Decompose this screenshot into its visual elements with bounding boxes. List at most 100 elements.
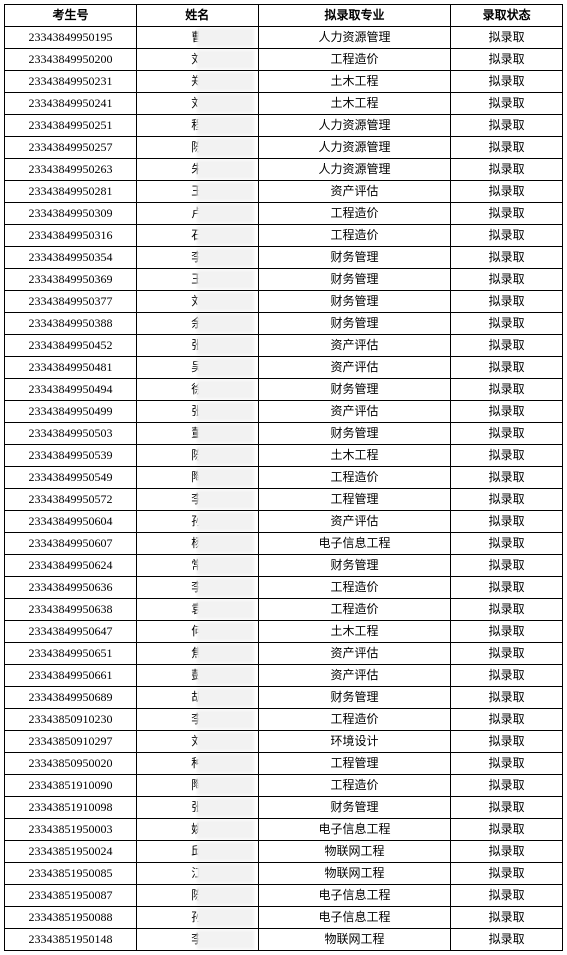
cell-status: 拟录取 <box>451 357 563 379</box>
cell-status: 拟录取 <box>451 489 563 511</box>
table-row: 23343849950572李工程管理拟录取 <box>5 489 563 511</box>
cell-id: 23343849950354 <box>5 247 137 269</box>
name-mask <box>197 600 253 619</box>
cell-name: 常 <box>136 555 258 577</box>
table-row: 23343849950638袁工程造价拟录取 <box>5 599 563 621</box>
cell-status: 拟录取 <box>451 533 563 555</box>
cell-major: 财务管理 <box>258 687 451 709</box>
name-mask <box>197 50 253 69</box>
cell-status: 拟录取 <box>451 269 563 291</box>
cell-id: 23343849950241 <box>5 93 137 115</box>
table-row: 23343849950651焦资产评估拟录取 <box>5 643 563 665</box>
cell-id: 23343849950503 <box>5 423 137 445</box>
cell-id: 23343849950316 <box>5 225 137 247</box>
cell-name: 陶 <box>136 775 258 797</box>
cell-name: 陶 <box>136 467 258 489</box>
cell-status: 拟录取 <box>451 423 563 445</box>
cell-id: 23343851910090 <box>5 775 137 797</box>
table-row: 23343850910230李工程造价拟录取 <box>5 709 563 731</box>
name-mask <box>197 622 253 641</box>
cell-major: 环境设计 <box>258 731 451 753</box>
cell-id: 23343851950024 <box>5 841 137 863</box>
cell-status: 拟录取 <box>451 687 563 709</box>
cell-name: 李 <box>136 489 258 511</box>
cell-status: 拟录取 <box>451 841 563 863</box>
cell-status: 拟录取 <box>451 203 563 225</box>
cell-name: 王 <box>136 269 258 291</box>
cell-status: 拟录取 <box>451 599 563 621</box>
cell-id: 23343849950494 <box>5 379 137 401</box>
cell-id: 23343849950638 <box>5 599 137 621</box>
cell-id: 23343849950257 <box>5 137 137 159</box>
name-mask <box>197 424 253 443</box>
cell-name: 张 <box>136 401 258 423</box>
table-row: 23343849950241刘土木工程拟录取 <box>5 93 563 115</box>
cell-status: 拟录取 <box>451 115 563 137</box>
col-header-status: 录取状态 <box>451 5 563 27</box>
cell-status: 拟录取 <box>451 797 563 819</box>
cell-major: 资产评估 <box>258 357 451 379</box>
cell-major: 财务管理 <box>258 797 451 819</box>
table-row: 23343849950607杨电子信息工程拟录取 <box>5 533 563 555</box>
cell-name: 李 <box>136 577 258 599</box>
table-row: 23343849950354李财务管理拟录取 <box>5 247 563 269</box>
cell-id: 23343849950661 <box>5 665 137 687</box>
cell-id: 23343850950020 <box>5 753 137 775</box>
name-mask <box>197 292 253 311</box>
cell-major: 电子信息工程 <box>258 533 451 555</box>
table-row: 23343849950231郑土木工程拟录取 <box>5 71 563 93</box>
cell-name: 李 <box>136 929 258 951</box>
cell-major: 物联网工程 <box>258 863 451 885</box>
cell-id: 23343849950647 <box>5 621 137 643</box>
table-row: 23343851950003姚电子信息工程拟录取 <box>5 819 563 841</box>
table-row: 23343851950087陈电子信息工程拟录取 <box>5 885 563 907</box>
cell-major: 电子信息工程 <box>258 885 451 907</box>
cell-major: 工程管理 <box>258 753 451 775</box>
cell-name: 袁 <box>136 599 258 621</box>
table-row: 23343849950689胡财务管理拟录取 <box>5 687 563 709</box>
cell-id: 23343851950085 <box>5 863 137 885</box>
cell-status: 拟录取 <box>451 555 563 577</box>
cell-major: 财务管理 <box>258 423 451 445</box>
table-row: 23343849950309卢工程造价拟录取 <box>5 203 563 225</box>
name-mask <box>197 908 253 927</box>
col-header-name: 姓名 <box>136 5 258 27</box>
cell-name: 徐 <box>136 379 258 401</box>
cell-major: 工程造价 <box>258 225 451 247</box>
cell-name: 程 <box>136 115 258 137</box>
cell-status: 拟录取 <box>451 401 563 423</box>
cell-name: 刘 <box>136 731 258 753</box>
cell-major: 工程造价 <box>258 467 451 489</box>
cell-major: 工程管理 <box>258 489 451 511</box>
table-row: 23343851950085江物联网工程拟录取 <box>5 863 563 885</box>
cell-name: 陈 <box>136 137 258 159</box>
table-row: 23343849950316石工程造价拟录取 <box>5 225 563 247</box>
cell-id: 23343851950003 <box>5 819 137 841</box>
name-mask <box>197 468 253 487</box>
cell-name: 李 <box>136 709 258 731</box>
cell-id: 23343849950452 <box>5 335 137 357</box>
name-mask <box>197 204 253 223</box>
cell-status: 拟录取 <box>451 27 563 49</box>
cell-name: 陈 <box>136 885 258 907</box>
cell-status: 拟录取 <box>451 225 563 247</box>
table-row: 23343849950195曹人力资源管理拟录取 <box>5 27 563 49</box>
cell-id: 23343849950624 <box>5 555 137 577</box>
cell-id: 23343849950388 <box>5 313 137 335</box>
cell-status: 拟录取 <box>451 775 563 797</box>
name-mask <box>197 930 253 949</box>
name-mask <box>197 776 253 795</box>
cell-name: 胡 <box>136 687 258 709</box>
admission-table: 考生号 姓名 拟录取专业 录取状态 23343849950195曹人力资源管理拟… <box>4 4 563 951</box>
cell-name: 种 <box>136 753 258 775</box>
table-row: 23343849950481吴资产评估拟录取 <box>5 357 563 379</box>
cell-status: 拟录取 <box>451 159 563 181</box>
cell-major: 资产评估 <box>258 643 451 665</box>
cell-name: 孙 <box>136 511 258 533</box>
cell-major: 人力资源管理 <box>258 27 451 49</box>
name-mask <box>197 842 253 861</box>
name-mask <box>197 138 253 157</box>
cell-name: 焦 <box>136 643 258 665</box>
table-row: 23343850910297刘环境设计拟录取 <box>5 731 563 753</box>
name-mask <box>197 314 253 333</box>
